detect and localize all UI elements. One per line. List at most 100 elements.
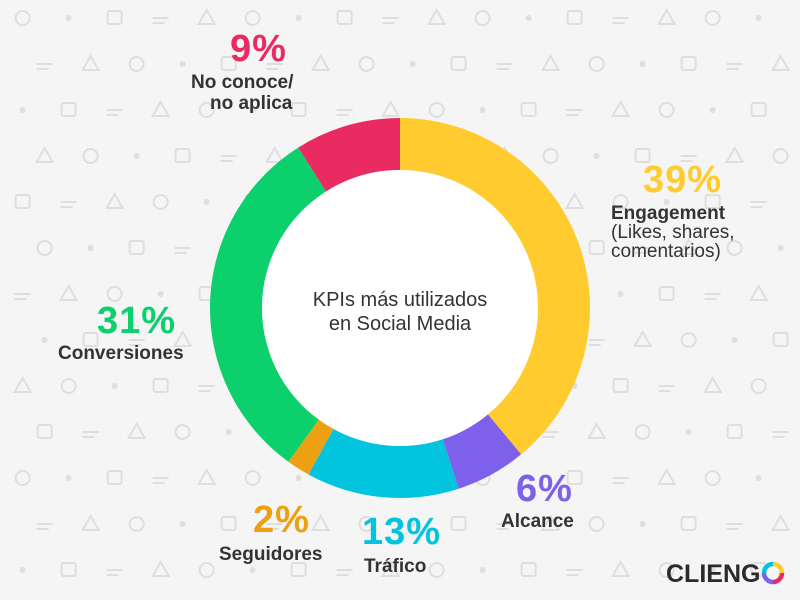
background-pattern-icon	[150, 559, 171, 577]
background-pattern-icon	[525, 15, 532, 21]
background-pattern-icon	[750, 378, 767, 394]
background-pattern-icon	[755, 475, 762, 481]
background-pattern-icon	[157, 291, 164, 297]
background-pattern-icon	[564, 191, 585, 209]
chart-title-line-2: en Social Media	[328, 313, 472, 335]
background-pattern-icon	[172, 329, 193, 347]
slice-label-no-conoce-1: No conoce/	[191, 72, 294, 93]
background-pattern-icon	[634, 247, 651, 254]
background-pattern-icon	[588, 339, 605, 346]
background-pattern-icon	[60, 378, 77, 394]
slice-label-conversiones: Conversiones	[58, 343, 184, 364]
background-pattern-icon	[174, 148, 191, 163]
background-pattern-icon	[310, 53, 331, 71]
pct-label-no-conoce: 9%	[230, 28, 287, 70]
background-pattern-icon	[198, 385, 215, 392]
background-pattern-icon	[220, 516, 237, 531]
background-pattern-icon	[196, 7, 217, 25]
background-pattern-icon	[409, 521, 416, 527]
background-pattern-icon	[520, 102, 537, 117]
background-pattern-icon	[34, 145, 55, 163]
background-pattern-icon	[685, 429, 692, 435]
background-pattern-icon	[382, 17, 399, 24]
background-pattern-icon	[772, 431, 789, 438]
background-pattern-icon	[336, 569, 353, 576]
background-pattern-icon	[750, 102, 767, 117]
background-pattern-icon	[709, 107, 716, 113]
background-pattern-icon	[225, 429, 232, 435]
background-pattern-icon	[111, 383, 118, 389]
background-pattern-icon	[658, 385, 675, 392]
background-pattern-icon	[336, 10, 353, 25]
background-pattern-icon	[196, 467, 217, 485]
background-pattern-icon	[586, 421, 607, 439]
background-pattern-icon	[610, 99, 631, 117]
background-pattern-icon	[14, 10, 31, 26]
background-pattern-icon	[290, 102, 307, 117]
background-pattern-icon	[772, 148, 789, 164]
background-pattern-icon	[474, 10, 491, 26]
background-pattern-icon	[174, 424, 191, 440]
pct-label-seguidores: 2%	[253, 499, 310, 541]
background-pattern-icon	[14, 194, 31, 209]
background-pattern-icon	[203, 199, 210, 205]
background-pattern-icon	[450, 516, 467, 531]
background-pattern-icon	[358, 56, 375, 72]
background-pattern-icon	[588, 240, 605, 255]
background-pattern-icon	[128, 339, 145, 346]
logo-o-arc	[762, 561, 774, 574]
background-pattern-icon	[36, 240, 53, 256]
donut-slice-seguidores	[288, 419, 334, 475]
background-pattern-icon	[65, 15, 72, 21]
background-pattern-icon	[755, 15, 762, 21]
pct-label-engagement: 39%	[643, 159, 723, 201]
background-pattern-icon	[133, 153, 140, 159]
background-pattern-icon	[174, 247, 191, 254]
background-pattern-icon	[380, 99, 401, 117]
background-pattern-icon	[358, 516, 375, 532]
logo-text: CLIENG	[666, 560, 761, 588]
donut-slice-conversiones	[209, 147, 327, 462]
background-pattern-icon	[12, 375, 33, 393]
background-pattern-icon	[87, 245, 94, 251]
background-pattern-icon	[106, 470, 123, 485]
slice-label-trafico: Tráfico	[364, 556, 427, 577]
background-pattern-icon	[150, 99, 171, 117]
background-pattern-icon	[295, 15, 302, 21]
background-pattern-icon	[450, 56, 467, 71]
background-pattern-icon	[36, 523, 53, 530]
background-pattern-icon	[663, 199, 670, 205]
background-pattern-icon	[266, 63, 283, 70]
background-pattern-icon	[724, 145, 745, 163]
background-pattern-icon	[704, 10, 721, 26]
background-pattern-icon	[658, 562, 675, 578]
background-pattern-icon	[479, 107, 486, 113]
background-pattern-icon	[310, 513, 331, 531]
background-pattern-icon	[220, 155, 237, 162]
background-pattern-icon	[380, 559, 401, 577]
background-pattern-icon	[777, 245, 784, 251]
background-pattern-icon	[496, 523, 513, 530]
background-pattern-icon	[704, 470, 721, 486]
background-pattern-icon	[632, 329, 653, 347]
logo-o-arc	[773, 572, 785, 585]
background-pattern-icon	[770, 53, 791, 71]
logo-o-icon	[761, 561, 785, 585]
slice-sublabel-engagement-2: comentarios)	[611, 241, 721, 262]
background-pattern-icon	[726, 240, 743, 256]
background-pattern-icon	[639, 61, 646, 67]
background-pattern-icon	[244, 470, 261, 486]
background-pattern-icon	[426, 7, 447, 25]
background-pattern-icon	[106, 286, 123, 302]
background-pattern-icon	[770, 513, 791, 531]
background-pattern-icon	[634, 424, 651, 440]
background-pattern-icon	[680, 516, 697, 531]
background-pattern-icon	[19, 567, 26, 573]
background-pattern-icon	[106, 10, 123, 25]
background-pattern-icon	[617, 291, 624, 297]
background-pattern-icon	[726, 424, 743, 439]
background-pattern-icon	[542, 148, 559, 164]
background-pattern-icon	[249, 567, 256, 573]
background-pattern-icon	[588, 516, 605, 532]
